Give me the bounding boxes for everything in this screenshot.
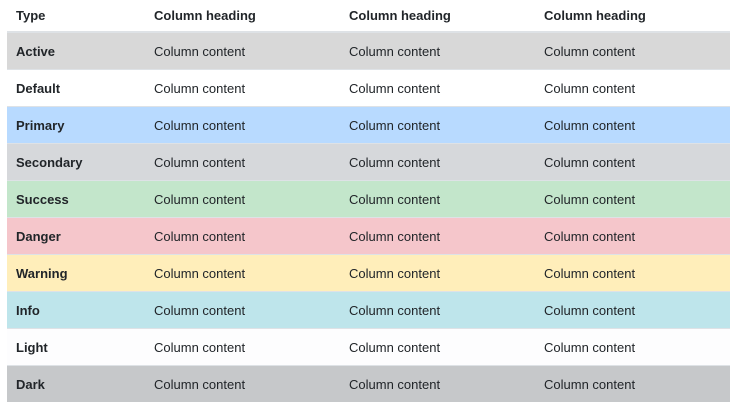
- table-cell: Column content: [340, 106, 535, 144]
- header-column: Column heading: [145, 0, 340, 33]
- table-cell: Column content: [535, 254, 730, 292]
- table-row-success: Success Column content Column content Colum…: [7, 180, 730, 218]
- table-cell: Column content: [535, 217, 730, 255]
- table-cell: Column content: [145, 217, 340, 255]
- row-type: Secondary: [7, 143, 145, 181]
- table-cell: Column content: [145, 291, 340, 329]
- table-cell: Column content: [535, 180, 730, 218]
- table-cell: Column content: [340, 217, 535, 255]
- row-type: Success: [7, 180, 145, 218]
- table-cell: Column content: [535, 291, 730, 329]
- table-row-primary: Primary Column content Column content Colum…: [7, 106, 730, 144]
- row-type: Primary: [7, 106, 145, 144]
- table-cell: Column content: [535, 328, 730, 366]
- contextual-table: Type Column heading Column heading Colum…: [7, 0, 730, 402]
- table-cell: Column content: [340, 291, 535, 329]
- row-type: Active: [7, 31, 145, 70]
- table-cell: Column content: [145, 69, 340, 107]
- table-row-secondary: Secondary Column content Column content Col…: [7, 143, 730, 181]
- table-cell: Column content: [340, 328, 535, 366]
- table-cell: Column content: [145, 143, 340, 181]
- table-cell: Column content: [340, 180, 535, 218]
- table-row-light: Light Column content Column content Column …: [7, 328, 730, 366]
- header-column: Column heading: [340, 0, 535, 33]
- table-row-danger: Danger Column content Column content Column…: [7, 217, 730, 255]
- table-row-info: Info Column content Column content Column c…: [7, 291, 730, 329]
- row-type: Default: [7, 69, 145, 107]
- table-cell: Column content: [340, 143, 535, 181]
- table-cell: Column content: [145, 180, 340, 218]
- table-cell: Column content: [145, 328, 340, 366]
- row-type: Light: [7, 328, 145, 366]
- table-row-warning: Warning Column content Column content Colum…: [7, 254, 730, 292]
- table-cell: Column content: [340, 254, 535, 292]
- table-cell: Column content: [145, 365, 340, 402]
- row-type: Dark: [7, 365, 145, 402]
- table-cell: Column content: [145, 106, 340, 144]
- row-type: Warning: [7, 254, 145, 292]
- table-cell: Column content: [340, 31, 535, 70]
- table-row-active: Active Column content Column content Column…: [7, 31, 730, 70]
- header-type: Type: [7, 0, 145, 33]
- row-type: Info: [7, 291, 145, 329]
- table-cell: Column content: [535, 69, 730, 107]
- table-cell: Column content: [535, 143, 730, 181]
- table-cell: Column content: [340, 69, 535, 107]
- header-column: Column heading: [535, 0, 730, 33]
- table-cell: Column content: [535, 106, 730, 144]
- table-row-dark: Dark Column content Column content Column c…: [7, 365, 730, 402]
- table-cell: Column content: [145, 31, 340, 70]
- header-row: Type Column heading Column heading Colum…: [7, 0, 730, 33]
- table-row-default: Default Column content Column content Colum…: [7, 69, 730, 107]
- row-type: Danger: [7, 217, 145, 255]
- table-cell: Column content: [535, 365, 730, 402]
- table-cell: Column content: [145, 254, 340, 292]
- table-cell: Column content: [535, 31, 730, 70]
- table-cell: Column content: [340, 365, 535, 402]
